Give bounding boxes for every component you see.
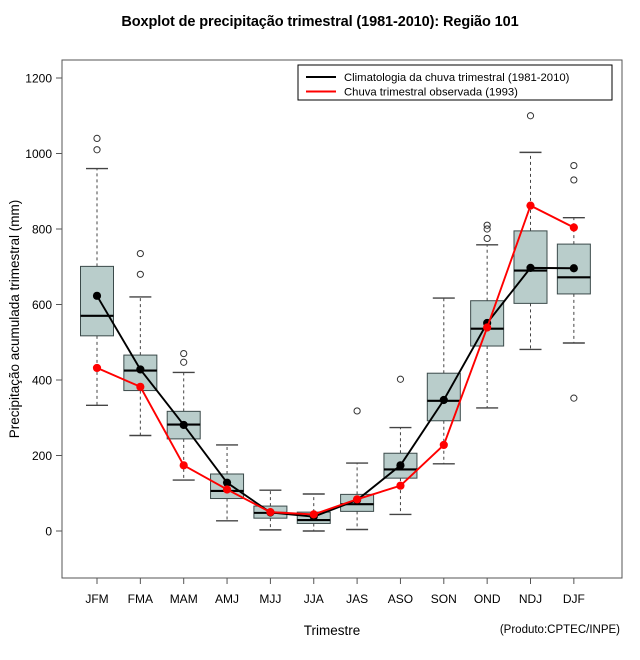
outlier-point	[570, 161, 578, 170]
series-point-observada	[396, 481, 405, 490]
x-axis-tick-label-ndj: NDJ	[519, 592, 542, 606]
boxplot-ndj	[513, 112, 548, 351]
series-point-observada	[136, 382, 145, 391]
series-point-observada	[266, 508, 275, 517]
series-point-observada	[526, 201, 535, 210]
x-axis-tick-label-jas: JAS	[346, 592, 368, 606]
x-axis-tick-label-fma: FMA	[128, 592, 153, 606]
legend-label-1: Chuva trimestral observada (1993)	[344, 87, 518, 99]
boxplot-jas	[340, 407, 375, 531]
series-point-climatologia	[179, 420, 188, 430]
boxplot-jfm	[80, 134, 114, 406]
boxplot-djf	[556, 161, 591, 402]
y-axis-tick-label: 600	[32, 298, 52, 312]
x-axis-tick-label-ond: OND	[474, 592, 501, 606]
series-point-observada	[483, 323, 492, 332]
outlier-point	[570, 176, 578, 184]
series-point-observada	[92, 363, 102, 373]
outlier-point	[483, 225, 491, 233]
boxplot-aso	[383, 375, 418, 516]
x-axis-tick-label-djf: DJF	[563, 592, 585, 606]
series-point-observada	[569, 223, 578, 232]
outlier-point	[136, 249, 144, 258]
legend-box	[297, 64, 613, 101]
legend-label-0: Climatologia da chuva trimestral (1981-2…	[344, 72, 570, 84]
outlier-point	[526, 112, 535, 120]
series-point-observada	[309, 510, 318, 519]
outlier-point	[353, 407, 361, 415]
outlier-point	[180, 358, 188, 366]
y-axis-tick-label: 0	[45, 525, 52, 539]
boxplot-mam	[166, 349, 201, 481]
outlier-point	[483, 221, 491, 229]
box-iqr	[80, 265, 114, 337]
x-axis-tick-label-son: SON	[431, 592, 457, 606]
x-axis-tick-label-jfm: JFM	[85, 592, 108, 606]
outlier-point	[180, 349, 188, 358]
series-line-observada	[96, 204, 575, 516]
series-point-climatologia	[92, 291, 102, 300]
outlier-point	[483, 234, 491, 243]
y-axis-tick-label: 1200	[25, 72, 52, 86]
outlier-point	[93, 134, 101, 142]
series-point-climatologia	[526, 263, 535, 272]
x-axis-tick-label-jja: JJA	[304, 592, 324, 606]
x-axis-title: Trimestre	[304, 623, 361, 638]
y-axis-tick-label: 800	[32, 223, 52, 237]
y-axis-title: Precipitação acumulada trimestral (mm)	[7, 200, 22, 439]
y-axis-tick-label: 200	[32, 449, 52, 463]
series-point-observada	[439, 440, 448, 450]
series-point-climatologia	[396, 461, 405, 470]
series-point-climatologia	[136, 365, 145, 374]
x-axis-tick-label-amj: AMJ	[215, 592, 239, 606]
series-point-observada	[353, 495, 362, 504]
y-axis-tick-label: 1000	[25, 147, 52, 161]
y-axis-tick-label: 400	[32, 374, 52, 388]
plot-frame	[61, 59, 623, 579]
series-point-observada	[179, 461, 188, 470]
series-point-climatologia	[222, 478, 232, 487]
x-axis-tick-label-mam: MAM	[170, 592, 198, 606]
outlier-point	[396, 375, 405, 383]
series-line-climatologia	[96, 266, 574, 518]
series-point-climatologia	[569, 264, 578, 273]
series-point-observada	[222, 485, 232, 494]
x-axis-tick-label-aso: ASO	[388, 592, 413, 606]
series-point-climatologia	[439, 395, 448, 405]
outlier-point	[136, 270, 144, 278]
page-title: Boxplot de precipitação trimestral (1981…	[121, 14, 519, 30]
outlier-point	[93, 146, 101, 154]
x-axis-tick-label-mjj: MJJ	[259, 592, 281, 606]
outlier-point	[570, 394, 578, 402]
product-credit: (Produto:CPTEC/INPE)	[500, 624, 620, 636]
boxplot-ond	[470, 221, 505, 409]
